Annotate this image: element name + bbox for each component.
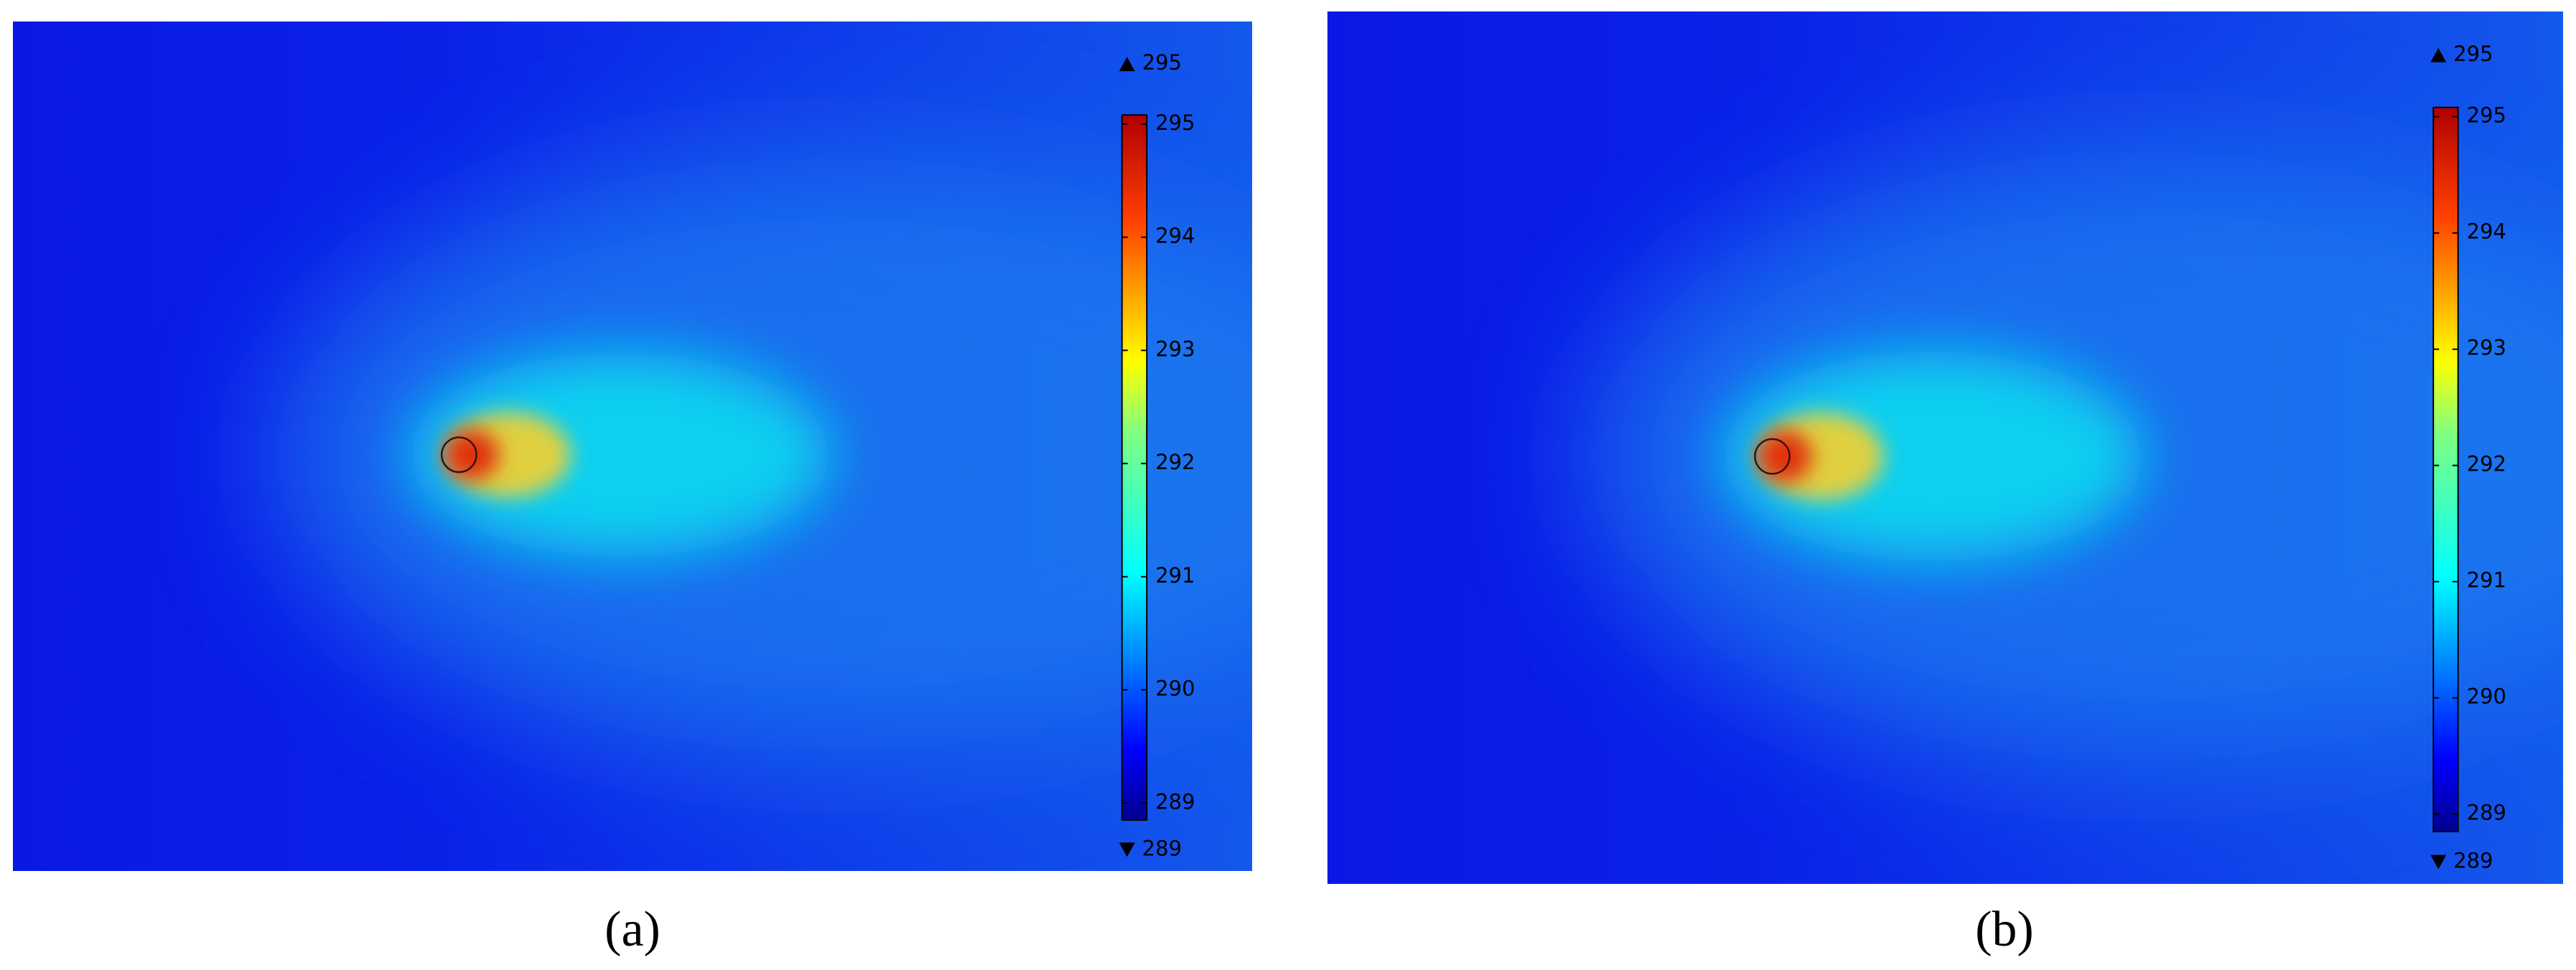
max-marker	[2430, 47, 2447, 62]
panel-label: (a)	[605, 902, 660, 957]
colorbar-tick-label: 289	[2467, 801, 2506, 825]
colorbar-tick-label: 291	[1155, 563, 1195, 588]
colorbar-tick-label: 295	[2467, 103, 2506, 128]
hot-spot	[1757, 430, 1812, 483]
colorbar-tick-label: 292	[1155, 450, 1195, 474]
plume	[409, 352, 831, 557]
colorbar-tick-label: 294	[2467, 220, 2506, 244]
max-label: 295	[1142, 50, 1182, 75]
min-marker	[2430, 854, 2447, 870]
colorbar-tick-label: 295	[1155, 110, 1195, 135]
field	[1327, 11, 2563, 884]
colorbar-tick-label: 290	[2467, 684, 2506, 709]
heat-source	[440, 436, 478, 474]
colorbar	[1121, 114, 1148, 821]
panel: 289 290 291 292 293 294 295 295 289	[1327, 11, 2563, 884]
hot-spot	[444, 429, 499, 481]
max-label: 295	[2453, 42, 2493, 66]
colorbar	[2433, 106, 2459, 833]
colorbar-tick-label: 293	[1155, 336, 1195, 361]
panel: 289 290 291 292 293 294 295 295 289	[13, 22, 1252, 871]
plume	[1723, 352, 2144, 562]
colorbar-tick-label: 290	[1155, 677, 1195, 701]
max-marker	[1119, 57, 1135, 72]
colorbar-tick-label: 292	[2467, 452, 2506, 476]
colorbar-tick-label: 289	[1155, 789, 1195, 814]
colorbar-tick-label: 291	[2467, 568, 2506, 593]
heat-source	[1753, 438, 1791, 475]
colorbar-tick-label: 294	[1155, 224, 1195, 248]
colorbar-tick-label: 293	[2467, 336, 2506, 360]
min-marker	[1119, 842, 1135, 857]
panel-label: (b)	[1975, 902, 2034, 957]
min-label: 289	[2453, 849, 2493, 873]
field	[13, 22, 1252, 871]
min-label: 289	[1142, 836, 1182, 860]
